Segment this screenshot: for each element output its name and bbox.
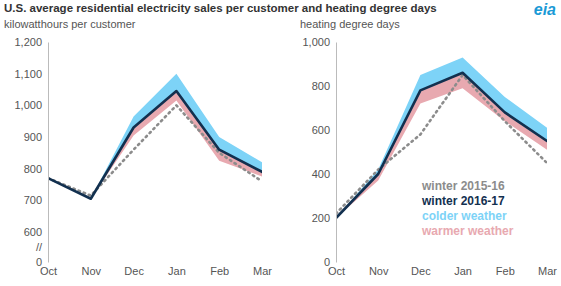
y-tick-label: 900 (24, 131, 42, 143)
x-tick-label: Jan (168, 265, 186, 277)
x-tick: Oct (328, 262, 345, 277)
x-axis: Oct Nov Dec Jan Feb Mar (40, 262, 272, 277)
legend-entry: winter 2015-16 (421, 179, 505, 193)
legend-entry: winter 2016-17 (421, 194, 505, 208)
y-tick: 600 (312, 124, 336, 136)
x-tick: Dec (124, 262, 144, 277)
plot-area (48, 74, 262, 199)
logo: eia (534, 1, 556, 18)
x-tick-label: Dec (411, 265, 431, 277)
x-tick-label: Feb (210, 265, 229, 277)
series-line (336, 75, 547, 214)
y-axis: 02004006008001,000 (302, 36, 336, 268)
panel: heating degree days02004006008001,000Oct… (300, 18, 557, 277)
x-tick-label: Nov (82, 265, 102, 277)
y-tick: 800 (24, 163, 48, 175)
y-tick-label: 600 (312, 124, 330, 136)
y-tick-label: 400 (312, 168, 330, 180)
series-line (336, 73, 547, 218)
y-axis-label: kilowatthours per customer (4, 18, 136, 30)
x-tick-label: Nov (369, 265, 389, 277)
x-tick: Dec (411, 262, 431, 277)
y-tick-label: 1,000 (14, 99, 42, 111)
y-tick: 600 (24, 226, 48, 238)
band-area (336, 57, 547, 218)
x-tick: Mar (253, 262, 272, 277)
y-tick-label: 1,100 (14, 68, 42, 80)
legend: winter 2015-16winter 2016-17colder weath… (421, 179, 514, 238)
y-axis-line (48, 43, 49, 263)
band-area (336, 73, 547, 218)
series-line (48, 105, 262, 195)
panel: kilowatthours per customer06007008009001… (4, 18, 272, 277)
x-tick: Jan (454, 262, 472, 277)
x-tick-label: Oct (40, 265, 57, 277)
x-tick-label: Oct (328, 265, 345, 277)
chart-container: U.S. average residential electricity sal… (0, 0, 561, 286)
y-tick: 1,000 (302, 36, 336, 48)
y-tick: 400 (312, 168, 336, 180)
y-tick-label: 800 (312, 80, 330, 92)
y-tick: 800 (312, 80, 336, 92)
y-tick-label: 1,200 (14, 36, 42, 48)
y-tick: 1,200 (14, 36, 48, 48)
y-tick: 200 (312, 212, 336, 224)
x-tick: Oct (40, 262, 57, 277)
y-tick: 1,000 (14, 99, 48, 111)
x-axis-line (337, 262, 548, 263)
x-tick: Feb (496, 262, 515, 277)
x-tick-label: Dec (124, 265, 144, 277)
chart-svg: U.S. average residential electricity sal… (0, 0, 561, 286)
x-tick-label: Feb (496, 265, 515, 277)
x-tick: Nov (369, 262, 389, 277)
legend-entry: colder weather (422, 209, 507, 223)
y-tick-label: 700 (24, 194, 42, 206)
x-tick-label: Mar (253, 265, 272, 277)
x-tick-label: Jan (454, 265, 472, 277)
x-tick: Feb (210, 262, 229, 277)
x-tick-label: Mar (538, 265, 557, 277)
y-tick-label: 200 (312, 212, 330, 224)
y-tick: 700 (24, 194, 48, 206)
x-tick: Nov (82, 262, 102, 277)
x-axis: Oct Nov Dec Jan Feb Mar (328, 262, 557, 277)
y-axis-label: heating degree days (300, 18, 400, 30)
x-axis-line (49, 262, 263, 263)
series-line (48, 91, 262, 199)
y-tick: 1,100 (14, 68, 48, 80)
plot-area (336, 57, 547, 218)
chart-title: U.S. average residential electricity sal… (4, 2, 437, 14)
axis-break: // (36, 241, 43, 253)
y-tick: 900 (24, 131, 48, 143)
x-tick: Jan (168, 262, 186, 277)
y-axis-line (336, 43, 337, 263)
y-tick-label: 600 (24, 226, 42, 238)
x-tick: Mar (538, 262, 557, 277)
y-tick-label: 1,000 (302, 36, 330, 48)
y-axis: 06007008009001,0001,1001,200 (14, 36, 48, 268)
y-tick-label: 800 (24, 163, 42, 175)
legend-entry: warmer weather (421, 224, 514, 238)
